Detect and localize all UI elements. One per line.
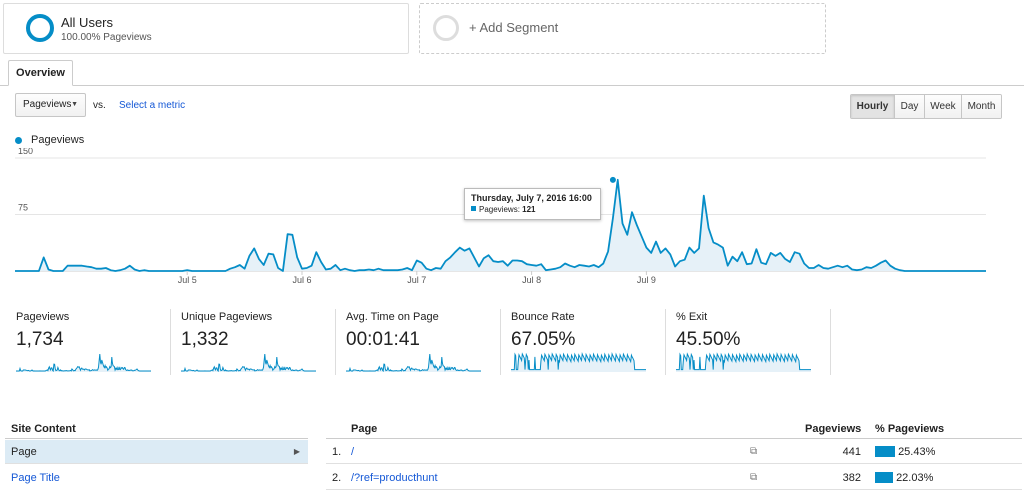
column-pct-pageviews: % Pageviews: [875, 423, 945, 435]
period-day-button[interactable]: Day: [895, 95, 925, 118]
pct-cell: 22.03%: [875, 466, 933, 490]
sparkline-line: [511, 352, 646, 371]
vs-label: vs.: [93, 100, 106, 111]
segment-all-users[interactable]: All Users 100.00% Pageviews: [3, 3, 409, 54]
site-content-item-label: Page Title: [11, 472, 60, 484]
y-tick-label: 75: [18, 203, 28, 213]
scorecard-label: % Exit: [676, 311, 708, 323]
pct-value: 25.43%: [898, 446, 936, 458]
scorecard-value: 00:01:41: [346, 329, 420, 350]
column-pageviews: Pageviews: [805, 423, 862, 435]
series-line: [15, 178, 986, 272]
scorecard-label: Bounce Rate: [511, 311, 575, 323]
scorecard-unique-pageviews[interactable]: Unique Pageviews 1,332: [181, 309, 336, 375]
tooltip-row: Pageviews: 121: [471, 205, 594, 214]
scorecard-label: Unique Pageviews: [181, 311, 273, 323]
table-row[interactable]: 2. /?ref=producthunt ⧉ 382 22.03%: [326, 466, 1022, 490]
scorecard-value: 67.05%: [511, 329, 576, 350]
scorecard-value: 1,332: [181, 329, 229, 350]
tooltip-label: Pageviews:: [479, 205, 520, 214]
page-link[interactable]: /: [351, 446, 355, 458]
sparkline: [346, 353, 481, 372]
open-external-icon[interactable]: ⧉: [750, 446, 758, 457]
table-row[interactable]: 1. / ⧉ 441 25.43%: [326, 440, 1022, 464]
x-tick-label: Jul 9: [637, 275, 656, 285]
add-segment-button[interactable]: + Add Segment: [419, 3, 826, 54]
chevron-down-icon: ▼: [71, 101, 78, 108]
tooltip-swatch-icon: [471, 206, 476, 211]
scorecard-label: Pageviews: [16, 311, 70, 323]
scorecard-pageviews[interactable]: Pageviews 1,734: [16, 309, 171, 375]
sparkline: [16, 353, 151, 372]
x-tick-label: Jul 5: [178, 275, 197, 285]
sparkline-line: [676, 352, 811, 371]
x-tick-label: Jul 6: [292, 275, 311, 285]
site-content-header: Site Content: [5, 419, 308, 439]
scorecard-bounce-rate[interactable]: Bounce Rate 67.05%: [511, 309, 666, 375]
open-external-icon[interactable]: ⧉: [750, 472, 758, 483]
chart-tooltip: Thursday, July 7, 2016 16:00 Pageviews: …: [464, 188, 601, 220]
tab-divider: [0, 85, 1024, 86]
scorecard-label: Avg. Time on Page: [346, 311, 439, 323]
segment-title: All Users: [61, 15, 114, 30]
segment-ring-icon: [26, 14, 54, 42]
pct-bar: [875, 446, 895, 457]
site-content-item-label: Page: [11, 446, 37, 458]
legend-label: Pageviews: [31, 134, 85, 146]
select-metric-link[interactable]: Select a metric: [119, 100, 186, 111]
period-week-button[interactable]: Week: [925, 95, 962, 118]
y-tick-label: 150: [18, 148, 33, 156]
scorecard-exit[interactable]: % Exit 45.50%: [676, 309, 831, 375]
tab-overview[interactable]: Overview: [8, 60, 73, 86]
chevron-right-icon: ▶: [293, 447, 300, 456]
sparkline-line: [16, 353, 151, 372]
site-content-item-page[interactable]: Page ▶: [5, 440, 308, 464]
pageviews-cell: 441: [842, 446, 861, 458]
tooltip-title: Thursday, July 7, 2016 16:00: [471, 193, 592, 203]
page-link[interactable]: /?ref=producthunt: [351, 472, 438, 484]
x-tick-label: Jul 7: [407, 275, 426, 285]
scorecard-avg-time[interactable]: Avg. Time on Page 00:01:41: [346, 309, 501, 375]
sparkline-line: [346, 353, 481, 372]
pct-value: 22.03%: [896, 472, 934, 484]
segment-subtitle: 100.00% Pageviews: [61, 32, 152, 43]
metric-select[interactable]: Pageviews ▼: [15, 93, 86, 117]
column-page: Page: [351, 423, 378, 435]
pct-cell: 25.43%: [875, 440, 935, 464]
empty-segment-ring-icon: [433, 15, 459, 41]
tooltip-value: 121: [522, 205, 536, 214]
scorecard-value: 1,734: [16, 329, 64, 350]
period-toggle: Hourly Day Week Month: [850, 94, 1002, 119]
pageviews-chart[interactable]: 75 150 Jul 5 Jul 6 Jul 7 Jul 8 Jul 9: [0, 148, 1024, 292]
period-hourly-button[interactable]: Hourly: [851, 95, 895, 118]
sparkline: [181, 353, 316, 372]
site-content-item-page-title[interactable]: Page Title: [5, 466, 308, 490]
sparkline-line: [181, 353, 316, 372]
pageviews-cell: 382: [842, 472, 861, 484]
period-month-button[interactable]: Month: [962, 95, 1001, 118]
add-segment-label: + Add Segment: [469, 20, 559, 35]
row-number: 2.: [332, 472, 342, 484]
x-tick-label: Jul 8: [522, 275, 541, 285]
row-number: 1.: [332, 446, 342, 458]
page-table-header: Page Pageviews % Pageviews: [326, 419, 1022, 439]
metric-select-value: Pageviews: [23, 99, 72, 110]
highlight-point: [608, 175, 617, 184]
scorecard-value: 45.50%: [676, 329, 741, 350]
sparkline: [676, 352, 811, 372]
sparkline: [511, 352, 646, 372]
legend-dot-icon: [15, 137, 22, 144]
pct-bar: [875, 472, 893, 483]
